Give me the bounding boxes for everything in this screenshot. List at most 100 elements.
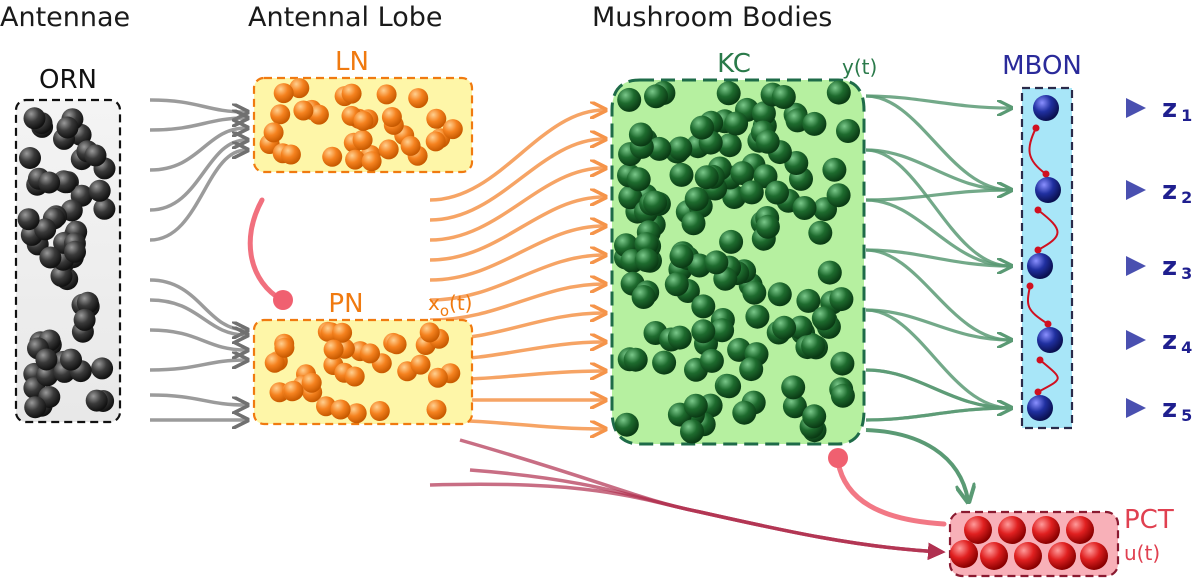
kc-neuron [644, 84, 668, 109]
kc-neuron [817, 260, 842, 285]
orn-projection [149, 118, 246, 132]
kc-neuron [829, 287, 854, 312]
mbon-outputs: z 1 z 2 z 3 z 4 z 5 [1054, 94, 1192, 425]
orn-label: ORN [39, 65, 97, 95]
kc-neuron [730, 161, 755, 186]
pn-neuron [301, 372, 322, 393]
kc-neuron [628, 122, 653, 147]
kc-neuron [710, 318, 735, 343]
pct-kc-inhibition-terminal [828, 448, 848, 468]
kc-neuron [745, 304, 770, 329]
orn-neuron [36, 364, 59, 387]
kc-label: KC [717, 49, 751, 79]
pn-neuron [386, 334, 407, 355]
ln-neuron [442, 119, 463, 140]
ln-neuron [280, 144, 301, 165]
kc-neuron [755, 214, 780, 239]
kc-mbon-projection [865, 190, 1010, 202]
orn-neuron [84, 144, 107, 167]
kc-mbon-projection [865, 248, 1011, 342]
orn-neurons [17, 107, 116, 419]
pct-neuron [980, 542, 1008, 570]
mbon-link-terminal [1042, 170, 1050, 178]
orn-projection [149, 328, 246, 350]
kc-mbon-projection [865, 148, 1010, 190]
orn-neuron [85, 389, 108, 412]
ln-neuron [263, 122, 284, 143]
ln-neuron [322, 146, 343, 167]
kc-mbon-projection [865, 248, 1010, 266]
kc-neuron [796, 288, 821, 313]
kc-neuron [684, 187, 709, 211]
kc-neuron [802, 111, 827, 136]
kc-neuron [739, 180, 764, 205]
ln-neuron [378, 139, 399, 160]
pn-neuron [344, 366, 365, 387]
kc-neuron [772, 315, 797, 340]
pn-neuron [427, 367, 448, 388]
kc-neuron [623, 347, 648, 372]
ln-neuron [341, 83, 362, 104]
pn-kc-projection [429, 284, 604, 322]
kc-mbon-projection [865, 368, 1011, 410]
pn-neuron [426, 399, 447, 420]
kc-neuron [631, 285, 656, 309]
kc-pct-projection [865, 428, 968, 500]
pct-neuron [1048, 542, 1076, 570]
kc-neuron [667, 325, 692, 350]
kc-neuron [788, 315, 813, 340]
ln-neuron [376, 84, 397, 105]
pn-pct-projection [459, 438, 946, 561]
orn-neuron [34, 218, 57, 241]
orn-projection [149, 298, 246, 335]
ln-neuron [293, 100, 314, 121]
mbon-neuron [1033, 95, 1059, 121]
kc-mbon-projection [865, 308, 1010, 340]
ln-neuron [345, 149, 366, 170]
kc-neuron [694, 165, 719, 190]
pn-label: PN [328, 289, 363, 319]
pct-neuron [998, 516, 1026, 544]
kc-neuron [704, 250, 729, 275]
u-label: u(t) [1124, 541, 1160, 565]
kc-neuron [717, 133, 742, 158]
pn-kc-projection [429, 168, 604, 242]
mbon-link-terminal [1044, 320, 1052, 328]
pct-neuron [950, 540, 978, 568]
kc-neuron [717, 374, 742, 399]
kc-neuron [826, 183, 851, 208]
kc-neuron [668, 136, 693, 161]
section-title-antennal-lobe: Antennal Lobe [248, 2, 442, 33]
kc-neuron [724, 111, 749, 136]
orn-neuron [88, 179, 111, 202]
kc-neuron [626, 167, 651, 192]
xo-label: xo(t) [428, 291, 472, 320]
orn-projection [149, 150, 246, 242]
pn-pct-projection [429, 482, 946, 561]
kc-mbon-projection [865, 148, 1011, 268]
y-label: y(t) [842, 55, 877, 79]
ln-pn-inhibition [247, 197, 285, 303]
orn-neuron [19, 147, 41, 169]
kc-neuron [755, 129, 780, 154]
kc-mbon-projection [865, 198, 1011, 268]
pn-kc-projection [429, 197, 604, 262]
kc-neuron [643, 190, 668, 215]
pn-neurons [264, 321, 461, 424]
mbon-link-terminal [1032, 124, 1040, 132]
kc-neuron [681, 211, 706, 236]
connections-layer [149, 94, 1011, 561]
kc-neuron [669, 244, 694, 269]
orn-neuron [54, 171, 77, 194]
pct-neuron [1080, 542, 1108, 570]
orn-neuron [91, 357, 114, 380]
mbon-link-terminal [1036, 356, 1044, 364]
ln-neuron [273, 83, 294, 104]
orn-neuron [24, 396, 47, 419]
kc-neuron [811, 306, 836, 331]
ln-neuron [289, 78, 310, 99]
ln-neuron [425, 131, 446, 152]
ln-neuron [381, 107, 402, 127]
